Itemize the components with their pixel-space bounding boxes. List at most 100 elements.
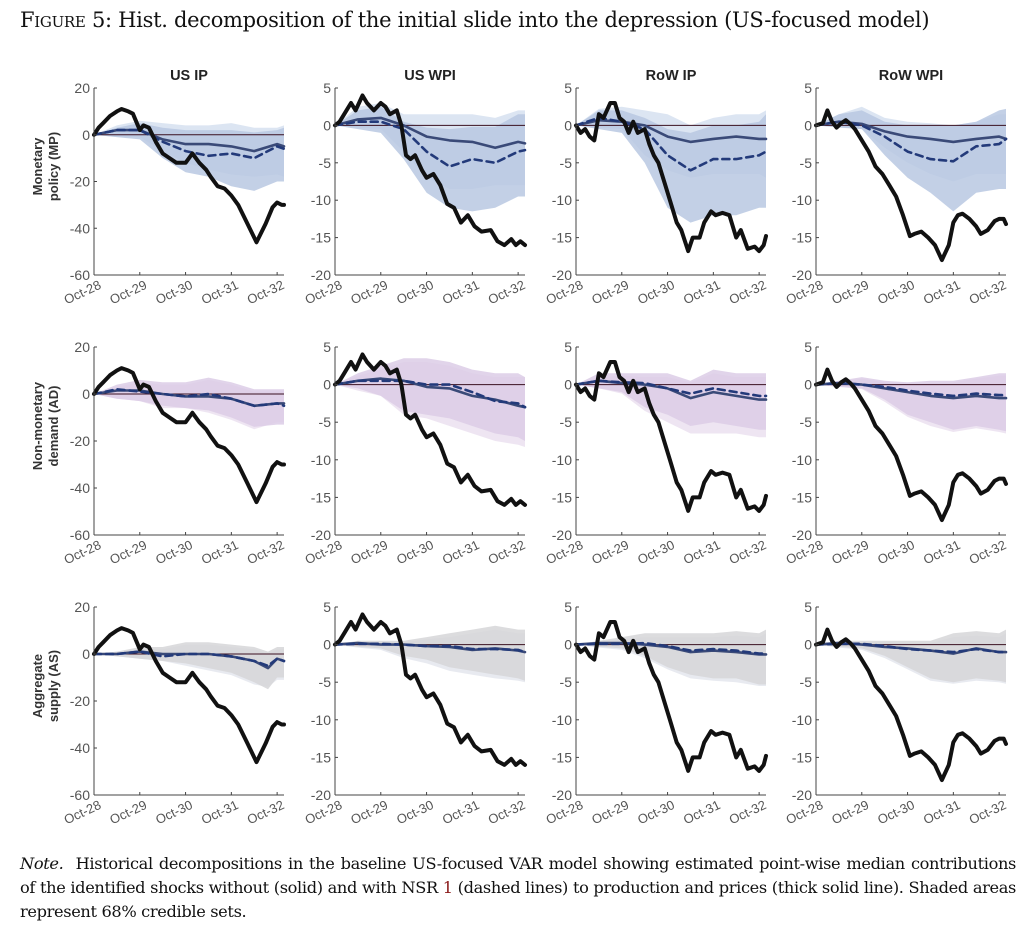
x-tick-label: Oct-29: [107, 277, 149, 307]
y-tick-label: -60: [70, 527, 90, 543]
credible-band: [816, 108, 1006, 212]
y-tick-label: 0: [804, 377, 812, 393]
y-tick-label: -20: [552, 267, 572, 283]
column-title: RoW IP: [646, 68, 697, 84]
x-tick-label: Oct-32: [967, 537, 1009, 567]
note-label: Note.: [20, 854, 64, 873]
x-tick-label: Oct-29: [589, 277, 631, 307]
y-tick-label: 0: [804, 637, 812, 653]
y-tick-label: -20: [70, 693, 90, 709]
actual-series-line: [92, 626, 286, 765]
median-nsr-dashed-line: [92, 388, 286, 408]
median-nsr-dashed-line: [574, 641, 768, 655]
median-nsr-dashed-line: [574, 116, 768, 172]
x-tick-label: Oct-30: [875, 277, 917, 307]
row-label-line1: Monetary: [30, 137, 45, 196]
y-tick-label: -5: [800, 155, 813, 171]
y-tick-label: -20: [311, 267, 331, 283]
actual-series-line: [333, 93, 527, 248]
row-label-line2: demand (AD): [46, 386, 61, 467]
y-tick-label: 20: [74, 339, 90, 355]
median-nsr-dashed-line: [574, 379, 768, 398]
actual-series-line: [574, 360, 768, 513]
y-tick-label: 5: [564, 339, 572, 355]
y-tick-label: -40: [70, 480, 90, 496]
y-tick-label: 0: [82, 646, 90, 662]
y-tick-label: -20: [311, 527, 331, 543]
x-tick-label: Oct-29: [829, 537, 871, 567]
x-tick-label: Oct-31: [921, 537, 963, 567]
y-tick-label: -15: [792, 749, 812, 765]
row-label-line1: Non-monetary: [30, 381, 45, 470]
y-tick-label: 0: [323, 117, 331, 133]
x-tick-label: Oct-32: [727, 277, 769, 307]
y-tick-label: -20: [311, 787, 331, 803]
figure-note: Note. Historical decompositions in the b…: [20, 852, 1016, 924]
note-reference-link[interactable]: 1: [442, 878, 453, 897]
y-tick-label: 20: [74, 80, 90, 96]
x-tick-label: Oct-32: [727, 537, 769, 567]
x-tick-label: Oct-30: [635, 537, 677, 567]
note-text-2: (dashed lines) to production and prices …: [20, 878, 1016, 921]
y-tick-label: -5: [319, 155, 332, 171]
actual-series-line: [814, 627, 1008, 782]
y-tick-label: 5: [564, 80, 572, 96]
y-tick-label: -5: [560, 414, 573, 430]
y-tick-label: 5: [323, 599, 331, 615]
median-line: [574, 379, 768, 401]
x-tick-label: Oct-29: [348, 277, 390, 307]
actual-series-line: [92, 107, 286, 245]
credible-band: [335, 625, 525, 681]
y-tick-label: 20: [74, 599, 90, 615]
y-tick-label: -40: [70, 220, 90, 236]
median-nsr-dashed-line: [92, 650, 286, 668]
y-tick-label: 0: [323, 377, 331, 393]
y-tick-label: 5: [323, 80, 331, 96]
y-tick-label: 0: [564, 377, 572, 393]
y-tick-label: 0: [323, 637, 331, 653]
y-tick-label: 5: [804, 599, 812, 615]
y-tick-label: -60: [70, 787, 90, 803]
x-tick-label: Oct-32: [967, 277, 1009, 307]
x-tick-label: Oct-29: [589, 797, 631, 827]
y-tick-label: 5: [323, 339, 331, 355]
actual-series-line: [333, 352, 527, 507]
median-line: [333, 116, 527, 150]
x-tick-label: Oct-29: [107, 537, 149, 567]
y-tick-label: -20: [792, 267, 812, 283]
x-tick-label: Oct-31: [199, 277, 241, 307]
x-tick-label: Oct-29: [107, 797, 149, 827]
credible-band: [816, 629, 1006, 683]
y-tick-label: -10: [552, 712, 572, 728]
figure-title: Figure 5: Hist. decomposition of the ini…: [20, 8, 1020, 32]
x-tick-label: Oct-32: [486, 797, 528, 827]
y-tick-label: 5: [564, 599, 572, 615]
y-tick-label: -60: [70, 267, 90, 283]
x-tick-label: Oct-31: [440, 797, 482, 827]
x-tick-label: Oct-29: [589, 537, 631, 567]
y-tick-label: -5: [319, 414, 332, 430]
x-tick-label: Oct-31: [199, 797, 241, 827]
x-tick-label: Oct-31: [199, 537, 241, 567]
x-tick-label: Oct-32: [245, 537, 287, 567]
y-tick-label: -15: [311, 489, 331, 505]
x-tick-label: Oct-32: [727, 797, 769, 827]
y-tick-label: -15: [792, 230, 812, 246]
x-tick-label: Oct-30: [153, 537, 195, 567]
column-title: RoW WPI: [879, 68, 943, 84]
y-tick-label: -15: [552, 230, 572, 246]
x-tick-label: Oct-30: [394, 277, 436, 307]
y-tick-label: -20: [70, 174, 90, 190]
y-tick-label: -10: [552, 192, 572, 208]
y-tick-label: -5: [560, 674, 573, 690]
row-label-line1: Aggregate: [30, 654, 45, 718]
y-tick-label: -20: [70, 433, 90, 449]
x-tick-label: Oct-30: [635, 797, 677, 827]
y-tick-label: 5: [804, 80, 812, 96]
